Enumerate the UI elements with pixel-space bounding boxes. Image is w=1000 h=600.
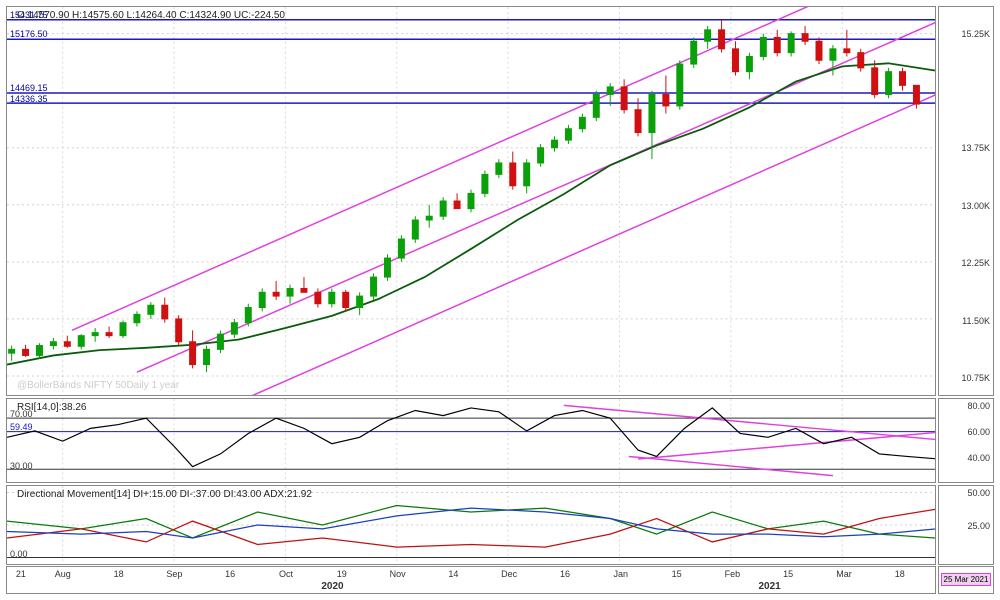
x-tick-label: Oct: [279, 569, 293, 579]
price-scale-label: 10.75K: [961, 373, 990, 383]
dmi-y-axis: 25.00 50.00: [938, 485, 994, 565]
price-chart-svg: [7, 7, 935, 395]
dmi-scale-label: 25.00: [967, 521, 990, 531]
rsi-scale-label: 40.00: [967, 453, 990, 463]
price-chart-panel: O:14570.90 H:14575.60 L:14264.40 C:14324…: [6, 6, 936, 396]
x-tick-label: 15: [672, 569, 682, 579]
price-y-axis: 11.50K 12.25K 13.00K 13.75K 15.25K 10.75K: [938, 6, 994, 396]
x-tick-label: 18: [895, 569, 905, 579]
rsi-title: RSI[14,0]:38.26: [17, 402, 87, 413]
time-axis: 21 Aug 18 Sep 16 Oct 19 Nov 14 Dec 16 Jan 15 Feb 15 Mar…: [6, 566, 936, 594]
x-tick-label: Aug: [55, 569, 71, 579]
x-tick-label: 19: [337, 569, 347, 579]
rsi-scale-label: 80.00: [967, 401, 990, 411]
rsi-level-label: 59.49: [10, 422, 33, 432]
date-stamp: 25 Mar 2021: [941, 573, 991, 586]
rsi-panel: RSI[14,0]:38.26 70.0059.4930.0038.26: [6, 398, 936, 483]
ohlc-title: O:14570.90 H:14575.60 L:14264.40 C:14324…: [17, 10, 285, 21]
dmi-panel: Directional Movement[14] DI+:15.00 DI-:3…: [6, 485, 936, 565]
price-level-label: 14336.35: [10, 94, 48, 104]
price-scale-label: 11.50K: [962, 316, 990, 326]
x-tick-label: Mar: [836, 569, 852, 579]
rsi-scale-label: 60.00: [967, 427, 990, 437]
dmi-scale-label: 50.00: [967, 488, 990, 498]
x-year-label: 2020: [321, 581, 343, 592]
price-level-label: 14469.15: [10, 83, 48, 93]
date-stamp-box: 25 Mar 2021: [938, 566, 994, 594]
x-tick-label: 15: [783, 569, 793, 579]
price-scale-label: 12.25K: [961, 258, 990, 268]
rsi-svg: [7, 399, 935, 482]
rsi-y-axis: 40.00 60.00 80.00: [938, 398, 994, 483]
price-scale-label: 13.75K: [961, 143, 990, 153]
x-tick-label: 21: [16, 569, 26, 579]
x-tick-label: Sep: [166, 569, 182, 579]
price-level-label: 15176.50: [10, 29, 48, 39]
x-tick-label: 16: [560, 569, 570, 579]
watermark: @BollerBands NIFTY 50Daily 1 year: [17, 380, 179, 391]
price-scale-label: 13.00K: [961, 201, 990, 211]
x-tick-label: Feb: [725, 569, 741, 579]
x-tick-label: 14: [448, 569, 458, 579]
price-scale-label: 15.25K: [961, 29, 990, 39]
rsi-level-label: 30.00: [10, 461, 33, 471]
x-year-label: 2021: [758, 581, 780, 592]
x-tick-label: Nov: [390, 569, 406, 579]
dmi-level-label: 0.00: [10, 549, 28, 559]
x-tick-label: Dec: [501, 569, 517, 579]
x-tick-label: 18: [114, 569, 124, 579]
dmi-title: Directional Movement[14] DI+:15.00 DI-:3…: [17, 489, 312, 500]
x-tick-label: Jan: [614, 569, 629, 579]
x-tick-label: 16: [225, 569, 235, 579]
